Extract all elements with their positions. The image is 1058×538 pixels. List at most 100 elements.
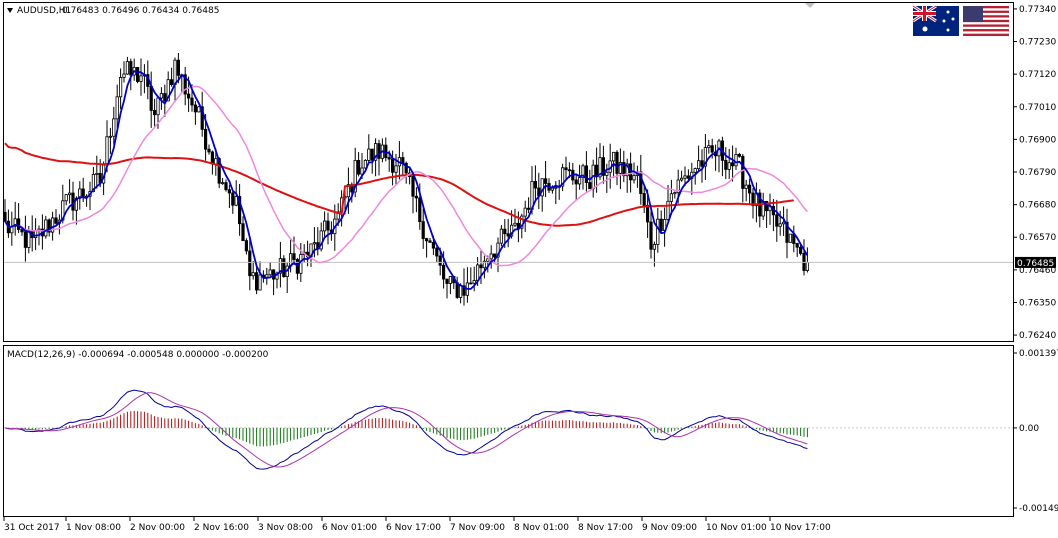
price-tick-label: 0.76570 (1019, 233, 1056, 243)
candle-body (139, 75, 143, 82)
candle-body (686, 175, 691, 179)
candle-body (197, 106, 201, 113)
candle-body (707, 145, 711, 148)
time-tick-label: 10 Nov 17:00 (770, 523, 831, 533)
candle-body (135, 66, 140, 82)
candle-body (254, 272, 259, 291)
candle-body (64, 194, 68, 202)
candle-body (805, 262, 810, 271)
candle-body (615, 151, 619, 174)
candle-body (788, 233, 793, 243)
candle-body (431, 241, 436, 249)
price-tick-label: 0.76900 (1019, 135, 1056, 145)
candle-body (20, 229, 24, 233)
candle-body (404, 162, 408, 174)
candle-body (441, 264, 446, 280)
candle-body (248, 250, 252, 277)
candle-body (265, 274, 269, 278)
price-axis: 0.77340 0.77230 0.77120 0.77010 0.76900 0.767… (1013, 5, 1056, 341)
candle-body (618, 162, 623, 174)
candle-body (190, 97, 194, 106)
candle-body (588, 182, 592, 190)
time-tick-label: 1 Nov 08:00 (66, 523, 121, 533)
candle-body (799, 246, 803, 254)
candle-body (292, 253, 296, 260)
candle-body (676, 179, 680, 194)
candle-body (479, 264, 483, 269)
candle-body (108, 135, 112, 138)
candle-body (778, 223, 782, 227)
candle-body (581, 165, 585, 178)
candle-body (421, 221, 425, 239)
price-tick-label: 0.77230 (1019, 38, 1056, 48)
candle-body (680, 177, 684, 181)
candle-body (227, 189, 231, 194)
price-tick-label: 0.76460 (1019, 266, 1056, 276)
macd-tick-label: 0.001397 (1019, 349, 1058, 359)
candle-body (119, 77, 123, 98)
candle-body (748, 184, 752, 194)
candle-body (544, 178, 548, 184)
candle-body (693, 168, 697, 173)
candle-body (567, 169, 572, 172)
candle-body (258, 274, 262, 291)
candle-body (122, 73, 126, 78)
candle-body (367, 148, 371, 161)
candle-body (578, 177, 582, 185)
candle-body (224, 182, 228, 191)
candle-body (523, 207, 527, 217)
candle-body (605, 171, 609, 176)
candle-body (105, 136, 109, 166)
macd-header: MACD(12,26,9) -0.000694 -0.000548 0.0000… (7, 350, 269, 360)
candle-body (601, 157, 606, 176)
candle-body (390, 158, 395, 173)
time-tick-label: 6 Nov 01:00 (322, 523, 377, 533)
candle-body (312, 242, 317, 245)
candle-body (360, 167, 364, 175)
candle-body (727, 162, 731, 170)
symbol-dropdown-icon[interactable] (7, 8, 13, 13)
ohlc-header: 0.76483 0.76496 0.76434 0.76485 (62, 6, 219, 16)
candle-body (394, 165, 398, 173)
candle-body (268, 269, 272, 276)
time-tick-label: 8 Nov 01:00 (514, 523, 569, 533)
candle-body (278, 258, 283, 274)
candle-body (169, 79, 174, 85)
candle-body (584, 165, 589, 183)
chart-shift-marker[interactable] (805, 3, 815, 8)
price-tick-label: 0.76240 (1019, 331, 1056, 341)
symbol-header: AUDUSD,H1 (17, 6, 71, 16)
candle-body (509, 224, 514, 237)
time-tick-label: 7 Nov 09:00 (450, 523, 505, 533)
macd-histogram (7, 410, 808, 447)
candle-body (448, 276, 453, 284)
candle-body (785, 221, 789, 243)
time-tick-label: 8 Nov 17:00 (578, 523, 633, 533)
candle-body (356, 160, 361, 175)
candle-body (353, 160, 357, 193)
candle-body (125, 61, 129, 75)
time-tick-label: 2 Nov 00:00 (130, 523, 185, 533)
australia-flag-icon (912, 4, 959, 36)
fast-ma-line (4, 70, 809, 290)
candle-body (669, 193, 674, 202)
candle-body (152, 110, 157, 116)
candle-body (370, 148, 374, 161)
price-tick-label: 0.76790 (1019, 168, 1056, 178)
macd-panel (3, 345, 1014, 517)
macd-tick-label: 0.00 (1019, 424, 1039, 434)
candle-body (622, 162, 626, 177)
candle-body (112, 118, 116, 137)
candle-body (23, 231, 28, 248)
candle-body (554, 186, 558, 189)
time-tick-label: 2 Nov 16:00 (194, 523, 249, 533)
candle-body (384, 144, 388, 159)
macd-signal-line (4, 392, 808, 468)
candle-body (506, 233, 510, 237)
candle-body (438, 255, 442, 266)
candle-body (115, 96, 119, 120)
candle-body (326, 220, 330, 231)
candle-body (472, 280, 476, 284)
candle-body (411, 176, 415, 197)
